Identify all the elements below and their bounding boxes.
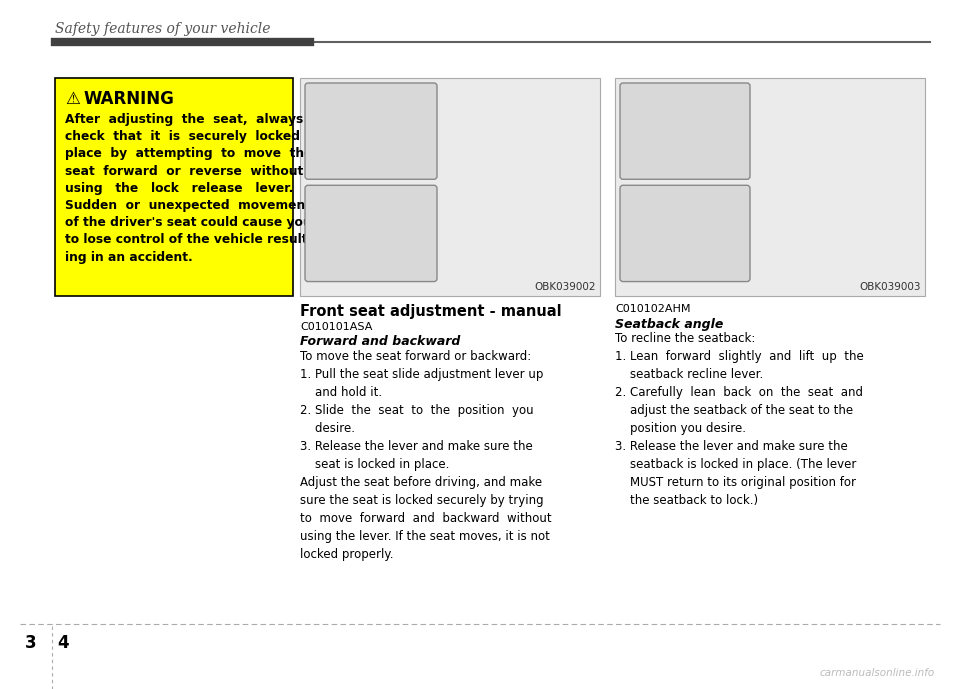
FancyBboxPatch shape [300, 78, 600, 296]
Text: Seatback angle: Seatback angle [615, 318, 724, 331]
Text: To recline the seatback:
1. Lean  forward  slightly  and  lift  up  the
    seat: To recline the seatback: 1. Lean forward… [615, 332, 864, 507]
Text: C010101ASA: C010101ASA [300, 322, 372, 332]
Text: To move the seat forward or backward:
1. Pull the seat slide adjustment lever up: To move the seat forward or backward: 1.… [300, 350, 552, 561]
Text: 4: 4 [57, 634, 68, 652]
Text: Forward and backward: Forward and backward [300, 335, 461, 348]
Text: 3: 3 [25, 634, 36, 652]
Text: WARNING: WARNING [83, 90, 174, 108]
FancyBboxPatch shape [620, 185, 750, 282]
Text: ⚠: ⚠ [65, 90, 80, 108]
Text: OBK039002: OBK039002 [535, 282, 596, 292]
Text: Safety features of your vehicle: Safety features of your vehicle [55, 22, 271, 36]
Text: Front seat adjustment - manual: Front seat adjustment - manual [300, 304, 562, 319]
Text: carmanualsonline.info: carmanualsonline.info [820, 668, 935, 678]
Text: OBK039003: OBK039003 [859, 282, 921, 292]
FancyBboxPatch shape [620, 83, 750, 179]
FancyBboxPatch shape [305, 185, 437, 282]
FancyBboxPatch shape [55, 78, 293, 296]
FancyBboxPatch shape [305, 83, 437, 179]
Text: C010102AHM: C010102AHM [615, 304, 690, 314]
FancyBboxPatch shape [615, 78, 925, 296]
Text: After  adjusting  the  seat,  always
check  that  it  is  securely  locked  into: After adjusting the seat, always check t… [65, 113, 335, 264]
